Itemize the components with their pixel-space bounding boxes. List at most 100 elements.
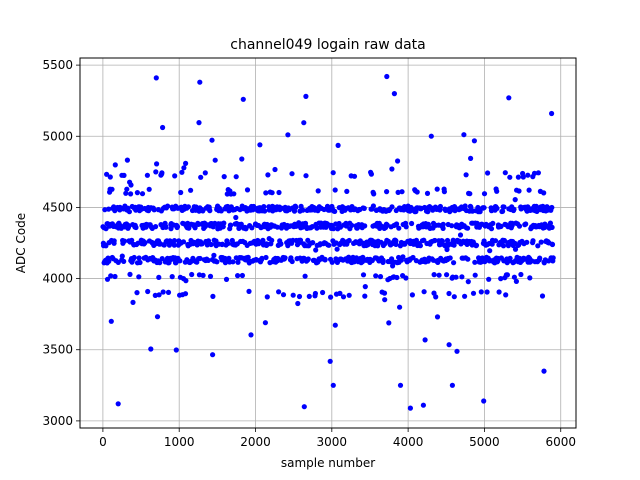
x-tick-label: 2000 bbox=[240, 435, 271, 449]
data-point bbox=[269, 237, 275, 243]
data-point bbox=[472, 272, 478, 278]
data-point bbox=[202, 170, 208, 176]
data-point bbox=[526, 187, 532, 193]
data-point bbox=[539, 293, 546, 299]
data-point bbox=[396, 225, 402, 231]
data-point bbox=[549, 204, 555, 211]
data-point bbox=[165, 203, 171, 209]
data-point bbox=[145, 288, 151, 295]
data-point bbox=[389, 204, 395, 210]
data-point bbox=[269, 190, 275, 196]
data-point bbox=[346, 237, 352, 244]
data-point bbox=[549, 241, 556, 248]
data-point bbox=[156, 292, 162, 298]
data-point bbox=[381, 290, 388, 296]
data-point bbox=[471, 138, 477, 144]
data-point bbox=[210, 293, 216, 299]
data-point bbox=[432, 237, 438, 244]
data-point bbox=[481, 205, 487, 211]
data-point bbox=[425, 209, 431, 215]
data-point bbox=[443, 207, 449, 213]
data-point bbox=[361, 205, 367, 211]
data-point bbox=[261, 204, 267, 210]
data-point bbox=[153, 169, 159, 175]
data-point bbox=[380, 257, 386, 263]
data-point bbox=[486, 276, 492, 282]
data-point bbox=[500, 208, 506, 214]
data-point bbox=[272, 166, 278, 173]
data-point bbox=[417, 243, 423, 249]
data-point bbox=[205, 257, 211, 263]
data-point bbox=[108, 273, 114, 279]
data-point bbox=[169, 274, 175, 280]
data-point bbox=[276, 189, 282, 196]
data-point bbox=[444, 246, 450, 253]
data-point bbox=[121, 238, 128, 244]
data-point bbox=[449, 382, 455, 388]
data-point bbox=[421, 237, 427, 243]
data-point bbox=[500, 243, 507, 249]
data-point bbox=[494, 205, 500, 211]
data-point bbox=[478, 289, 484, 295]
data-point bbox=[188, 187, 194, 193]
data-point bbox=[484, 289, 490, 295]
data-point bbox=[289, 171, 295, 177]
data-point bbox=[462, 293, 468, 299]
data-point bbox=[511, 206, 517, 212]
data-point bbox=[183, 278, 189, 284]
data-point bbox=[373, 273, 379, 279]
data-point bbox=[422, 337, 428, 343]
data-point bbox=[334, 246, 340, 252]
data-point bbox=[181, 165, 187, 171]
data-point bbox=[133, 224, 139, 231]
data-point bbox=[384, 189, 390, 195]
data-point bbox=[179, 169, 185, 175]
data-point bbox=[320, 289, 326, 296]
data-point bbox=[285, 132, 291, 138]
data-point bbox=[346, 292, 352, 298]
data-point bbox=[106, 206, 112, 212]
data-point bbox=[301, 120, 307, 126]
data-point bbox=[290, 292, 296, 298]
data-point bbox=[463, 172, 469, 178]
data-point bbox=[368, 171, 374, 177]
data-point bbox=[278, 241, 284, 247]
data-point bbox=[535, 243, 541, 249]
data-point bbox=[248, 332, 254, 338]
data-point bbox=[204, 242, 210, 248]
data-point bbox=[207, 208, 213, 214]
data-point bbox=[472, 259, 478, 265]
data-point bbox=[444, 272, 450, 278]
y-tick-label: 3000 bbox=[42, 414, 73, 428]
data-point bbox=[128, 182, 134, 188]
x-tick-label: 1000 bbox=[164, 435, 195, 449]
data-point bbox=[425, 221, 431, 227]
data-point bbox=[262, 320, 268, 326]
data-point bbox=[394, 221, 400, 227]
data-point bbox=[451, 294, 457, 300]
data-point bbox=[310, 240, 316, 246]
data-point bbox=[174, 224, 181, 230]
data-point bbox=[159, 170, 165, 176]
data-point bbox=[300, 207, 306, 213]
data-point bbox=[523, 221, 529, 227]
data-point bbox=[516, 223, 523, 229]
data-point bbox=[538, 239, 544, 245]
data-point bbox=[136, 274, 142, 280]
data-point bbox=[403, 224, 409, 230]
data-point bbox=[211, 252, 217, 258]
data-point bbox=[157, 260, 163, 266]
data-point bbox=[244, 187, 251, 193]
data-point bbox=[504, 272, 510, 278]
data-point bbox=[451, 260, 457, 266]
data-point bbox=[441, 189, 447, 195]
data-point bbox=[487, 248, 493, 254]
data-point bbox=[386, 320, 392, 326]
data-point bbox=[541, 190, 547, 196]
data-point bbox=[151, 207, 157, 213]
data-point bbox=[221, 174, 227, 180]
data-point bbox=[199, 241, 205, 247]
y-tick-label: 4500 bbox=[42, 200, 73, 214]
data-point bbox=[182, 291, 189, 297]
data-point bbox=[414, 189, 420, 195]
